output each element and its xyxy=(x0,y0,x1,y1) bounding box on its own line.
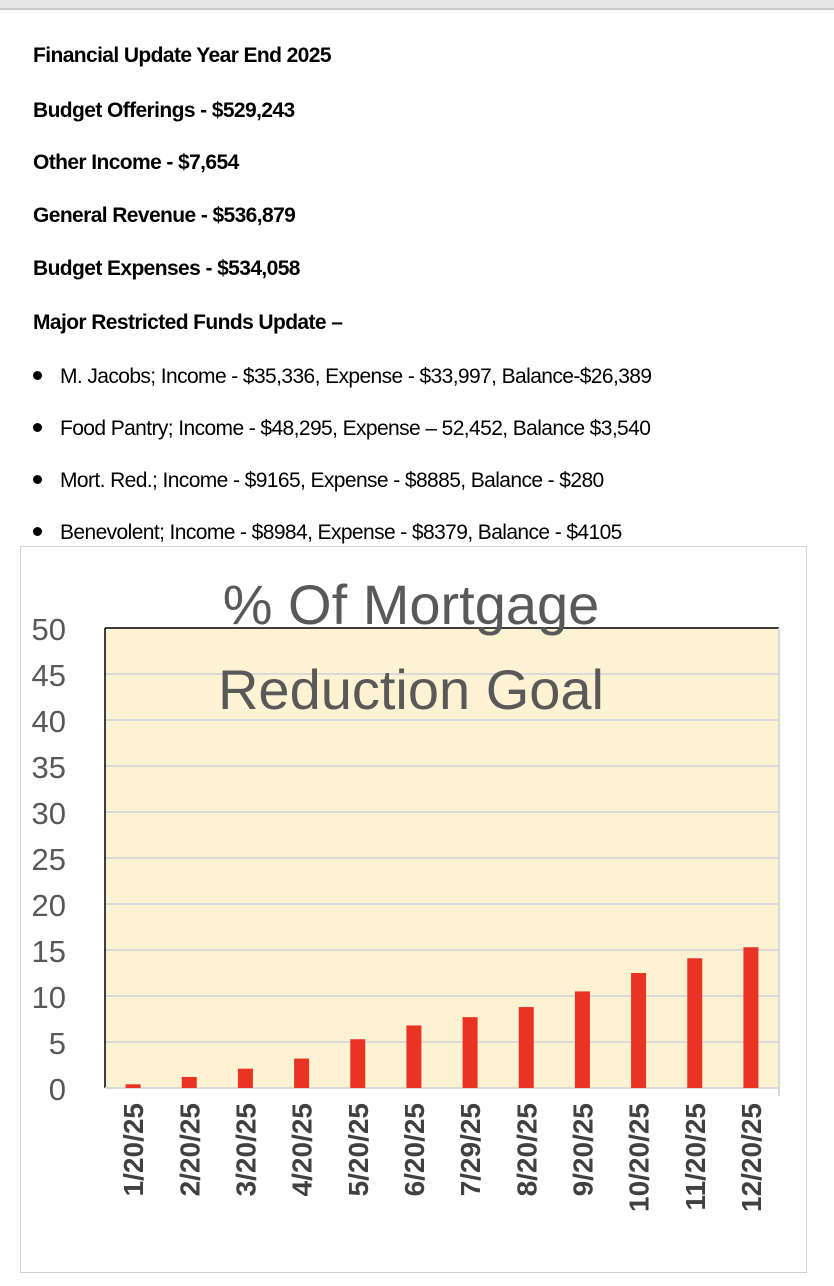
bar xyxy=(462,1017,478,1088)
x-tick-label: 9/20/25 xyxy=(567,1103,598,1196)
bar xyxy=(687,958,703,1088)
y-tick-label: 35 xyxy=(32,750,66,785)
x-tick-label: 1/20/25 xyxy=(118,1103,149,1196)
x-tick-label: 12/20/25 xyxy=(736,1103,767,1212)
bar xyxy=(518,1007,534,1088)
x-tick-label: 2/20/25 xyxy=(174,1103,205,1196)
y-tick-label: 30 xyxy=(32,796,66,831)
bullet-text: Benevolent; Income - $8984, Expense - $8… xyxy=(60,521,622,544)
y-tick-label: 15 xyxy=(32,934,66,969)
y-tick-label: 40 xyxy=(32,704,66,739)
x-tick-label: 4/20/25 xyxy=(287,1103,318,1196)
y-tick-label: 10 xyxy=(32,980,66,1015)
fund-bullet: Benevolent; Income - $8984, Expense - $8… xyxy=(33,521,622,545)
x-tick-label: 7/29/25 xyxy=(455,1103,486,1196)
x-tick-label: 8/20/25 xyxy=(511,1103,542,1196)
bullet-icon xyxy=(33,370,42,380)
chart-title: Reduction Goal xyxy=(218,658,604,721)
x-tick-label: 10/20/25 xyxy=(624,1103,655,1212)
bar xyxy=(743,947,759,1088)
budget-offerings: Budget Offerings - $529,243 xyxy=(33,99,295,122)
y-tick-label: 45 xyxy=(32,658,66,693)
bar xyxy=(406,1025,422,1088)
x-tick-label: 11/20/25 xyxy=(680,1103,711,1210)
chart-svg: 0 5 10 15 20 25 30 35 40 45 50 1/20/25 2/20/25 3/20/2… xyxy=(32,573,780,1212)
y-tick-label: 20 xyxy=(32,888,66,923)
bullet-text: M. Jacobs; Income - $35,336, Expense - $… xyxy=(60,365,652,388)
y-tick-label: 0 xyxy=(49,1072,66,1107)
budget-expenses: Budget Expenses - $534,058 xyxy=(33,257,300,280)
fund-bullet: Mort. Red.; Income - $9165, Expense - $8… xyxy=(33,469,604,493)
y-tick-label: 5 xyxy=(49,1026,66,1061)
chart-title: % Of Mortgage xyxy=(223,573,600,636)
bar xyxy=(350,1039,366,1088)
bar xyxy=(574,991,590,1088)
bullet-text: Food Pantry; Income - $48,295, Expense –… xyxy=(60,417,651,440)
document-heading: Financial Update Year End 2025 xyxy=(33,44,332,67)
bullet-icon xyxy=(33,474,42,484)
mortgage-chart: 0 5 10 15 20 25 30 35 40 45 50 1/20/25 2/20/25 3/20/2… xyxy=(20,546,807,1273)
bullet-icon xyxy=(33,526,42,536)
other-income: Other Income - $7,654 xyxy=(33,151,239,174)
y-tick-label: 50 xyxy=(32,612,66,647)
bar xyxy=(631,973,647,1088)
x-tick-label: 5/20/25 xyxy=(343,1103,374,1196)
bullet-icon xyxy=(33,422,42,432)
x-tick-label: 3/20/25 xyxy=(230,1103,261,1196)
bar xyxy=(294,1058,310,1088)
bullet-text: Mort. Red.; Income - $9165, Expense - $8… xyxy=(60,469,604,492)
y-tick-label: 25 xyxy=(32,842,66,877)
fund-bullet: M. Jacobs; Income - $35,336, Expense - $… xyxy=(33,365,652,389)
general-revenue: General Revenue - $536,879 xyxy=(33,204,296,227)
bar xyxy=(125,1084,141,1088)
fund-bullet: Food Pantry; Income - $48,295, Expense –… xyxy=(33,417,651,441)
x-tick-label: 6/20/25 xyxy=(399,1103,430,1196)
window-top-bar xyxy=(0,0,834,10)
restricted-funds-heading: Major Restricted Funds Update – xyxy=(33,311,343,334)
bar xyxy=(237,1068,253,1088)
bar xyxy=(181,1076,197,1088)
